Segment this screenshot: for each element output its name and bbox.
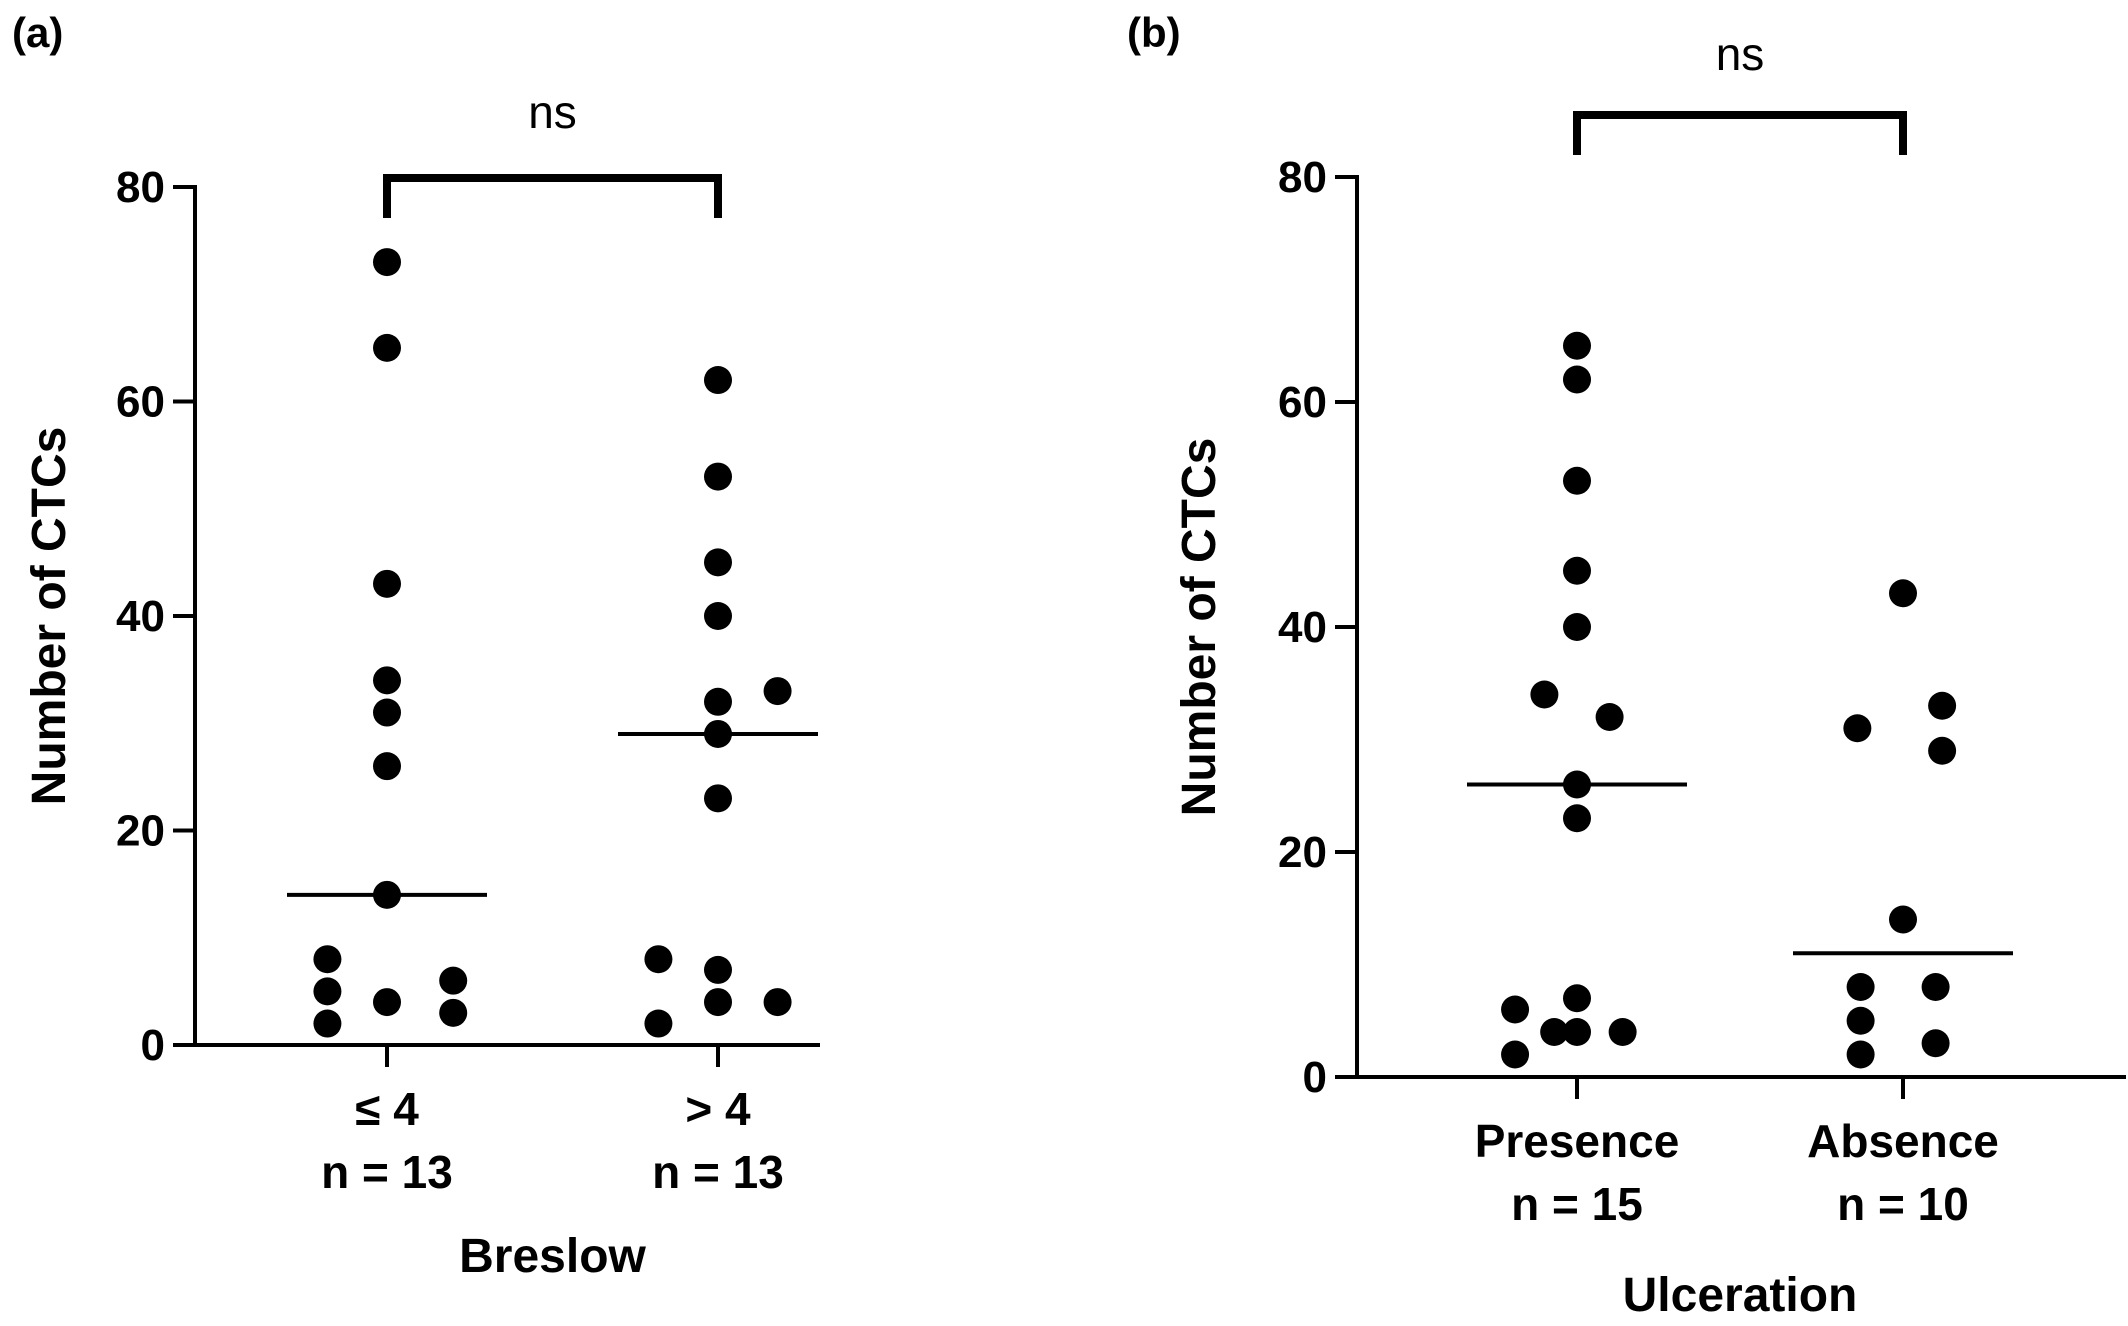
data-point	[1530, 680, 1559, 709]
data-point	[1846, 973, 1875, 1001]
data-point	[373, 666, 401, 695]
y-tick-label: 20	[116, 807, 165, 856]
x-tick-label: Absence	[1807, 1115, 1999, 1167]
data-point	[1928, 691, 1957, 720]
x-axis-label: Breslow	[459, 1230, 646, 1283]
data-point	[1928, 736, 1957, 765]
data-point	[704, 988, 732, 1017]
data-point	[704, 955, 732, 984]
y-tick-label: 80	[1278, 153, 1327, 202]
data-point	[439, 998, 468, 1027]
significance-bracket	[1573, 111, 1907, 155]
data-point	[313, 945, 342, 974]
data-point	[1595, 703, 1624, 731]
y-tick-label: 40	[1278, 603, 1327, 652]
y-tick-label: 80	[116, 163, 165, 212]
data-point	[313, 1009, 342, 1038]
y-tick-label: 60	[116, 378, 165, 427]
n-label: n = 10	[1837, 1178, 1969, 1230]
data-point	[1563, 466, 1591, 495]
data-point	[763, 677, 792, 706]
data-point	[1889, 905, 1917, 934]
data-point	[1563, 556, 1591, 585]
y-tick-label: 40	[116, 592, 165, 641]
data-point	[373, 248, 401, 277]
data-point	[644, 945, 673, 974]
significance-bracket	[383, 174, 722, 218]
data-point	[1501, 1040, 1530, 1069]
data-point	[373, 988, 401, 1017]
x-tick-label: ≤ 4	[355, 1083, 419, 1135]
y-tick-label: 60	[1278, 378, 1327, 427]
data-point	[704, 602, 732, 630]
data-point	[1563, 984, 1591, 1013]
data-point	[704, 687, 732, 716]
data-point	[704, 462, 732, 491]
data-point	[439, 966, 468, 995]
data-point	[1501, 995, 1530, 1024]
x-tick-label: Presence	[1475, 1115, 1680, 1167]
panel-label: (a)	[12, 9, 63, 56]
data-point	[1608, 1018, 1637, 1046]
data-point	[644, 1009, 673, 1038]
data-point	[1846, 1040, 1875, 1069]
y-axis-label: Number of CTCs	[23, 427, 76, 806]
data-point	[373, 569, 401, 598]
significance-label: ns	[1716, 28, 1765, 80]
data-point	[1846, 1006, 1875, 1035]
data-point	[313, 977, 342, 1006]
data-point	[1563, 804, 1591, 833]
data-point	[1563, 1018, 1591, 1046]
x-tick-label: > 4	[685, 1083, 751, 1135]
data-point	[1889, 579, 1917, 608]
data-point	[373, 752, 401, 781]
data-point	[1563, 365, 1591, 394]
data-point	[373, 698, 401, 727]
y-tick-label: 0	[141, 1021, 165, 1070]
data-point	[704, 548, 732, 577]
n-label: n = 13	[652, 1146, 784, 1198]
significance-label: ns	[528, 86, 577, 138]
data-point	[1843, 714, 1872, 743]
data-point	[1563, 331, 1591, 360]
panel-a: (a) 0 20 40 60 80 Number of CTCs ≤ 4 n = 13 > 4 n …	[12, 9, 820, 1283]
panel-b: (b) 0 20 40 60 80 Number of CTCs Presence n = 15…	[1127, 9, 2126, 1322]
n-label: n = 15	[1511, 1178, 1643, 1230]
data-point	[1921, 973, 1950, 1001]
data-point	[1921, 1029, 1950, 1058]
data-point	[704, 784, 732, 813]
data-point	[763, 988, 792, 1017]
data-point	[1563, 613, 1591, 641]
y-axis-label: Number of CTCs	[1173, 438, 1226, 817]
data-point	[704, 366, 732, 395]
data-point	[1540, 1018, 1569, 1046]
data-point	[373, 333, 401, 362]
y-tick-label: 0	[1303, 1053, 1327, 1102]
x-axis-label: Ulceration	[1623, 1269, 1858, 1322]
y-tick-label: 20	[1278, 828, 1327, 877]
n-label: n = 13	[321, 1146, 453, 1198]
panel-label: (b)	[1127, 9, 1181, 56]
